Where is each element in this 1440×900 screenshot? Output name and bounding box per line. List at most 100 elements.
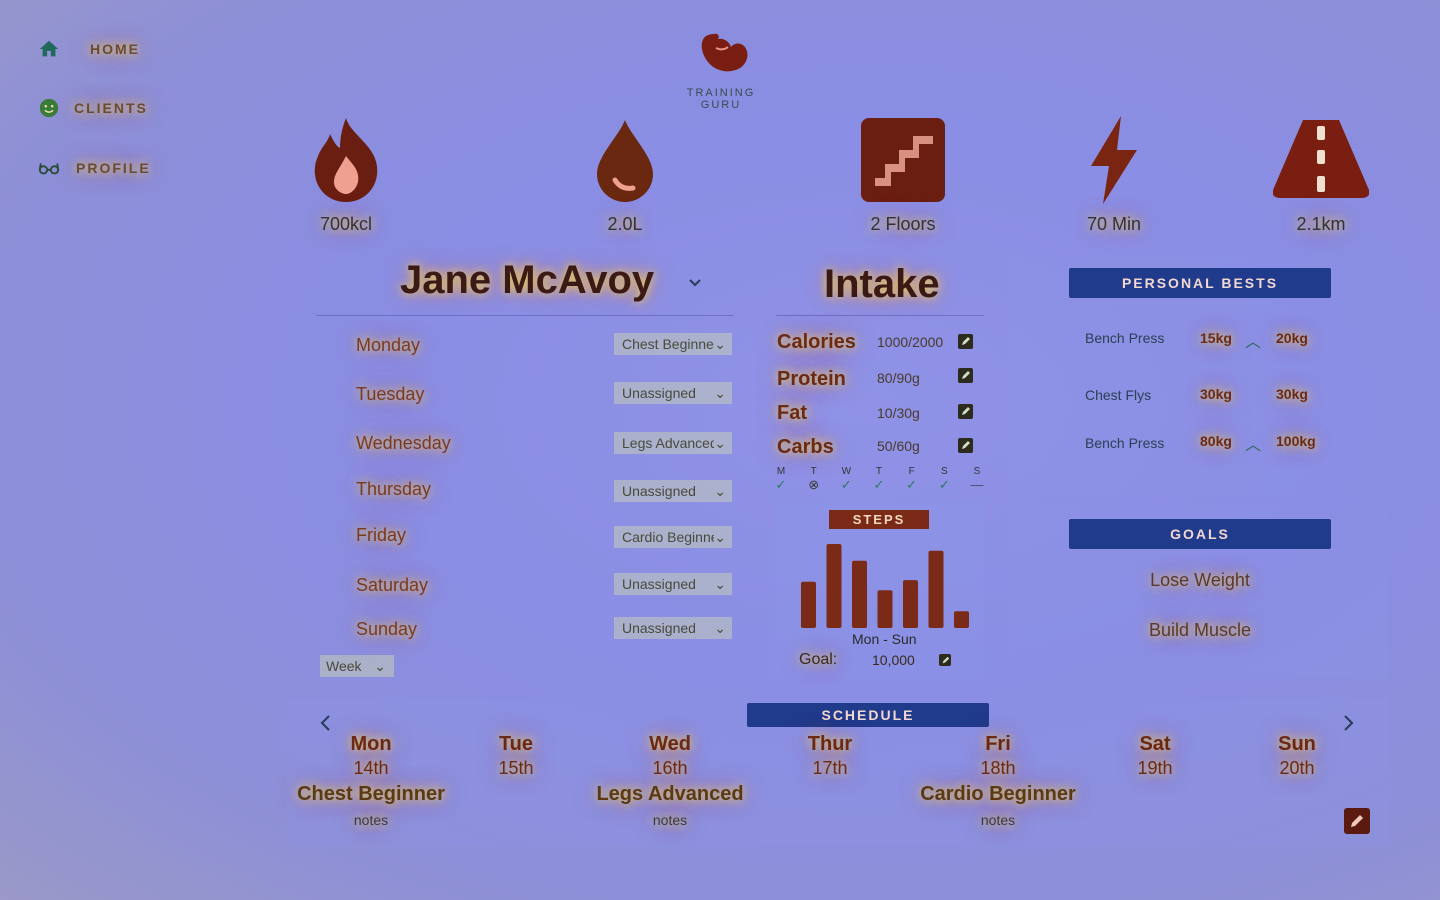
schedule-day-fri[interactable]: Fri 18th Cardio Beginner notes: [918, 733, 1078, 828]
schedule-notes-link[interactable]: notes: [353, 812, 389, 828]
water-drop-icon: [597, 120, 653, 202]
assign-select-monday[interactable]: Chest Beginner ⌄: [614, 333, 732, 355]
chevron-up-icon: ︿: [1245, 334, 1262, 351]
day-monday: Monday: [356, 335, 421, 355]
pb-exercise: Chest Flys: [1085, 387, 1152, 403]
chevron-down-icon: ⌄: [714, 482, 726, 499]
week-day-s2: S —: [970, 466, 984, 493]
macro-fat-value: 10/30g: [877, 405, 920, 421]
assign-value: Legs Advanced: [622, 435, 714, 451]
macro-protein-value: 80/90g: [877, 370, 920, 386]
period-value: Week: [326, 658, 362, 674]
steps-goal-label: Goal:: [799, 651, 838, 668]
smiley-icon: [39, 98, 59, 118]
schedule-workout: Cardio Beginner: [920, 783, 1076, 805]
check-icon: ✓: [906, 477, 918, 492]
edit-schedule-button[interactable]: [1344, 808, 1370, 834]
pb-exercise: Bench Press: [1085, 435, 1165, 451]
steps-goal-value: 10,000: [872, 652, 915, 668]
macro-calories-label: Calories: [777, 331, 856, 353]
macro-fat-label: Fat: [777, 402, 807, 424]
schedule-day-name: Tue: [498, 733, 534, 755]
stat-floors: 2 Floors: [843, 112, 963, 235]
schedule-notes-link[interactable]: notes: [980, 812, 1016, 828]
schedule-day-mon[interactable]: Mon 14th Chest Beginner notes: [296, 733, 446, 828]
schedule-day-name: Sat: [1139, 733, 1171, 755]
stat-water-value: 2.0L: [607, 214, 643, 234]
dash-icon: —: [970, 477, 984, 492]
week-letter: S: [940, 466, 948, 477]
steps-bar-tue: [826, 544, 842, 628]
muscle-arm-icon: [701, 33, 748, 72]
schedule-day-tue[interactable]: Tue 15th: [476, 733, 556, 779]
assign-select-tuesday[interactable]: Unassigned ⌄: [614, 382, 732, 404]
schedule-day-name: Sun: [1278, 733, 1316, 755]
schedule-day-sat[interactable]: Sat 19th: [1115, 733, 1195, 779]
pb-before: 80kg: [1200, 433, 1232, 449]
steps-range: Mon - Sun: [852, 631, 917, 647]
steps-bar-wed: [852, 560, 867, 628]
schedule-day-date: 14th: [353, 758, 389, 778]
schedule-prev-button[interactable]: [318, 712, 334, 739]
assign-select-thursday[interactable]: Unassigned ⌄: [614, 480, 732, 502]
stat-water: 2.0L: [565, 112, 685, 235]
chevron-down-icon: ⌄: [714, 434, 726, 451]
schedule-day-name: Mon: [350, 733, 392, 755]
chevron-down-icon: ⌄: [714, 619, 726, 636]
steps-bar-fri: [903, 580, 918, 628]
chevron-down-icon: ⌄: [714, 528, 726, 545]
assign-select-wednesday[interactable]: Legs Advanced ⌄: [614, 432, 732, 454]
chevron-right-icon: [1344, 715, 1354, 731]
edit-carbs-button[interactable]: [958, 438, 973, 453]
pencil-icon: [942, 656, 949, 663]
week-letter: S: [973, 466, 981, 477]
nav-profile[interactable]: PROFILE: [38, 157, 151, 179]
chevron-up-icon: ︿: [1245, 437, 1262, 454]
day-tuesday: Tuesday: [356, 384, 425, 404]
week-letter: T: [875, 466, 883, 477]
goal-item[interactable]: Lose Weight: [1150, 570, 1250, 590]
stat-floors-value: 2 Floors: [870, 214, 936, 234]
schedule-day-name: Thur: [807, 733, 853, 755]
intake-title: Intake: [824, 262, 940, 306]
edit-fat-button[interactable]: [958, 404, 973, 419]
edit-calories-button[interactable]: [958, 334, 973, 349]
pb-after: 100kg: [1276, 433, 1316, 449]
nav-home[interactable]: HOME: [38, 38, 140, 60]
pb-before: 30kg: [1200, 386, 1232, 402]
schedule-day-date: 19th: [1137, 758, 1173, 778]
edit-steps-goal-button[interactable]: [939, 654, 951, 666]
stat-distance: 2.1km: [1261, 112, 1381, 235]
pencil-icon: [962, 371, 970, 379]
home-icon: [39, 40, 59, 57]
goal-item[interactable]: Build Muscle: [1148, 620, 1252, 640]
steps-bar-thu: [877, 590, 893, 628]
assign-select-sunday[interactable]: Unassigned ⌄: [614, 617, 732, 639]
schedule-day-thur[interactable]: Thur 17th: [790, 733, 870, 779]
schedule-day-sun[interactable]: Sun 20th: [1257, 733, 1337, 779]
week-day-f: F ✓: [905, 466, 919, 493]
assign-select-friday[interactable]: Cardio Beginner ⌄: [614, 526, 732, 548]
macro-calories-value: 1000/2000: [877, 334, 944, 350]
glasses-icon: [38, 163, 60, 175]
week-letter: M: [776, 466, 786, 477]
assign-select-saturday[interactable]: Unassigned ⌄: [614, 573, 732, 595]
client-select-chevron-icon[interactable]: [686, 274, 704, 297]
schedule-day-wed[interactable]: Wed 16th Legs Advanced notes: [595, 733, 745, 828]
app-logo[interactable]: TRAINING GURU: [668, 28, 774, 111]
week-letter: T: [810, 466, 817, 477]
schedule-notes-link[interactable]: notes: [652, 812, 688, 828]
period-select[interactable]: Week ⌄: [320, 655, 394, 677]
chevron-left-icon: [320, 715, 330, 731]
day-thursday: Thursday: [356, 479, 432, 499]
check-icon: ✓: [775, 477, 787, 492]
edit-protein-button[interactable]: [958, 368, 973, 383]
check-icon: ✓: [938, 477, 950, 492]
nav-clients[interactable]: CLIENTS: [38, 97, 148, 119]
week-day-t2: T ✓: [872, 466, 886, 493]
schedule-day-name: Wed: [649, 733, 691, 755]
steps-title: STEPS: [829, 510, 929, 529]
schedule-next-button[interactable]: [1340, 712, 1356, 739]
schedule-day-name: Fri: [985, 733, 1011, 755]
schedule-workout: Chest Beginner: [297, 783, 445, 805]
